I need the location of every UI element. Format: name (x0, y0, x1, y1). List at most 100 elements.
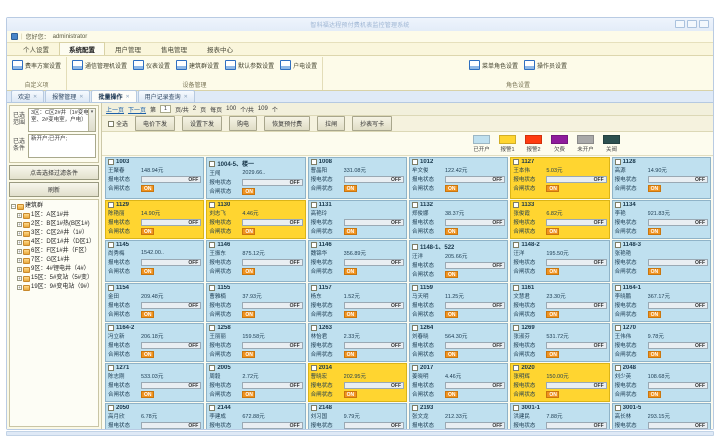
expand-icon[interactable]: + (17, 285, 22, 290)
card-checkbox[interactable] (614, 325, 621, 331)
card-checkbox[interactable] (614, 242, 621, 248)
meter-card[interactable]: 1264 刘春晓 564.30元 报电状态 OFF 合闸状态 ON (409, 323, 509, 362)
card-grid-scroll[interactable]: 1003 王聚春 148.94元 报电状态 OFF 合闸状态 ON 1004-5、楼一 王闯 20… (102, 156, 713, 429)
menu-tab-personal[interactable]: 个人设置 (23, 47, 49, 54)
ribbon-button-default-params[interactable]: 默认参数设置 (223, 59, 276, 71)
ribbon-button-comm-manager[interactable]: 通信管理机设置 (70, 59, 129, 71)
tree-node-4[interactable]: +6区：F区1#井（F区） (11, 247, 97, 256)
card-checkbox[interactable] (310, 365, 317, 371)
tree-node-5[interactable]: +7区：G区1#井 (11, 256, 97, 265)
meter-card[interactable]: 2005 周毅 2.72元 报电状态 OFF 合闸状态 ON (206, 363, 306, 402)
menu-tabs[interactable]: 个人设置 系统配置 用户管理 售电管理 报表中心 (7, 42, 713, 56)
expand-icon[interactable]: + (17, 240, 22, 245)
doc-tab-batch-ops[interactable]: 批量操作 ✕ (91, 90, 137, 102)
card-checkbox[interactable] (412, 285, 418, 291)
card-checkbox[interactable] (412, 159, 418, 165)
card-checkbox[interactable] (209, 405, 216, 411)
menu-tab-sales[interactable]: 售电管理 (161, 47, 187, 54)
card-checkbox[interactable] (412, 202, 418, 208)
meter-card[interactable]: 1129 陈艳丽 14.90元 报电状态 OFF 合闸状态 ON (105, 200, 205, 239)
meter-card[interactable]: 1258 王丽丽 159.58元 报电状态 OFF 合闸状态 ON (206, 323, 306, 362)
close-icon[interactable]: ✕ (125, 93, 130, 100)
condition-value[interactable]: 新开户;已开户; (28, 134, 96, 158)
meter-card[interactable]: 1159 马天明 11.25元 报电状态 OFF 合闸状态 ON (409, 283, 509, 322)
card-checkbox[interactable] (513, 285, 520, 291)
meter-card[interactable]: 1161 文慧君 23.30元 报电状态 OFF 合闸状态 ON (510, 283, 610, 322)
doc-tab-user-records[interactable]: 用户记录查询 ✕ (137, 90, 195, 102)
meter-card[interactable]: 2017 姜晓明 4.46元 报电状态 OFF 合闸状态 ON (409, 363, 509, 402)
op-button-send-settings[interactable]: 设置下发 (182, 116, 223, 131)
card-checkbox[interactable] (513, 365, 520, 371)
card-checkbox[interactable] (209, 365, 216, 371)
close-icon[interactable]: ✕ (183, 93, 188, 100)
op-button-trip-switch[interactable]: 拉闸 (317, 116, 346, 131)
expand-icon[interactable]: + (17, 249, 22, 254)
meter-card[interactable]: 1012 牟文俊 122.42元 报电状态 OFF 合闸状态 ON (409, 157, 509, 199)
meter-card[interactable]: 1164-2 冯立新 206.18元 报电状态 OFF 合闸状态 ON (105, 323, 205, 362)
ribbon-button-meter[interactable]: 仪表设置 (131, 59, 172, 71)
meter-card[interactable]: 2020 张明辉 150.00元 报电状态 OFF 合闸状态 ON (510, 363, 610, 402)
card-checkbox[interactable] (310, 285, 317, 291)
card-checkbox[interactable] (513, 159, 520, 165)
maximize-icon[interactable] (687, 20, 697, 28)
document-tabs[interactable]: 欢迎 ✕ 报警管理 ✕ 批量操作 ✕ 用户记录查询 ✕ (7, 90, 713, 103)
meter-card[interactable]: 2048 刘少英 108.68元 报电状态 OFF 合闸状态 ON (611, 363, 711, 402)
meter-card[interactable]: 1154 金田 209.48元 报电状态 OFF 合闸状态 ON (105, 283, 205, 322)
expand-icon[interactable]: + (17, 267, 22, 272)
card-checkbox[interactable] (412, 243, 418, 250)
tree-node-6[interactable]: +9区：4#锂电井（4#） (11, 265, 97, 274)
card-checkbox[interactable] (310, 242, 317, 248)
meter-card[interactable]: 2014 曹晓宏 202.95元 报电状态 OFF 合闸状态 ON (307, 363, 407, 402)
tree-node-7[interactable]: +15区：5#变站（5#变） (11, 274, 97, 283)
ribbon-button-operators[interactable]: 操作员设置 (522, 59, 569, 71)
meter-card[interactable]: 1008 曹晶阳 331.08元 报电状态 OFF 合闸状态 ON (307, 157, 407, 199)
menu-tab-users[interactable]: 用户管理 (115, 47, 141, 54)
card-checkbox[interactable] (310, 159, 317, 165)
card-checkbox[interactable] (108, 325, 114, 331)
menu-tab-system[interactable]: 系统配置 (59, 42, 105, 55)
card-checkbox[interactable] (614, 405, 621, 411)
meter-card[interactable]: 1132 郑俊娜 38.37元 报电状态 OFF 合闸状态 ON (409, 200, 509, 239)
refresh-button[interactable]: 刷新 (9, 182, 99, 197)
page-current-input[interactable]: 1 (160, 105, 172, 113)
ribbon-button-building[interactable]: 建筑群设置 (174, 59, 221, 71)
expand-icon[interactable]: + (17, 222, 22, 227)
tree-root-node[interactable]: − 建筑群 (11, 202, 97, 211)
card-checkbox[interactable] (310, 325, 317, 331)
prev-page-link[interactable]: 上一页 (106, 107, 125, 114)
meter-card[interactable]: 1127 王本伟 5.03元 报电状态 OFF 合闸状态 ON (510, 157, 610, 199)
card-checkbox[interactable] (614, 159, 621, 165)
tree-node-8[interactable]: +19区：9#变电站（9#） (11, 283, 97, 292)
meter-card[interactable]: 1164-1 李晓鹏 367.17元 报电状态 OFF 合闸状态 ON (611, 283, 711, 322)
card-checkbox[interactable] (209, 325, 216, 331)
meter-card[interactable]: 1270 王伟伟 9.78元 报电状态 OFF 合闸状态 ON (611, 323, 711, 362)
tree-node-0[interactable]: +1区：A区1#井 (11, 211, 97, 220)
tree-node-2[interactable]: +3区：C区2#井（1#） (11, 229, 97, 238)
meter-card[interactable]: 1148-2 汪洋 195.50元 报电状态 OFF 合闸状态 ON (510, 240, 610, 282)
meter-card[interactable]: 1134 李艳 921.83元 报电状态 OFF 合闸状态 ON (611, 200, 711, 239)
meter-card[interactable]: 1146 王振东 875.12元 报电状态 OFF 合闸状态 ON (206, 240, 306, 282)
card-checkbox[interactable] (513, 325, 520, 331)
doc-tab-welcome[interactable]: 欢迎 ✕ (11, 90, 45, 102)
card-checkbox[interactable] (209, 242, 216, 248)
doc-tab-alarm[interactable]: 报警管理 ✕ (45, 90, 91, 102)
card-checkbox[interactable] (614, 365, 621, 371)
tree-node-3[interactable]: +4区：D区1#井（D区1） (11, 238, 97, 247)
next-page-link[interactable]: 下一页 (128, 107, 147, 114)
expand-icon[interactable]: + (17, 213, 22, 218)
meter-card[interactable]: 1003 王聚春 148.94元 报电状态 OFF 合闸状态 ON (105, 157, 205, 199)
meter-card[interactable]: 1128 高源 14.90元 报电状态 OFF 合闸状态 ON (611, 157, 711, 199)
minimize-icon[interactable] (675, 20, 685, 28)
window-controls[interactable] (675, 20, 709, 28)
card-checkbox[interactable] (412, 325, 418, 331)
expand-icon[interactable]: − (11, 204, 16, 209)
meter-card[interactable]: 1133 张俊霞 6.82元 报电状态 OFF 合闸状态 ON (510, 200, 610, 239)
close-icon[interactable]: ✕ (79, 93, 84, 100)
card-checkbox[interactable] (513, 405, 520, 411)
meter-card[interactable]: 1157 杨东 1.52元 报电状态 OFF 合闸状态 ON (307, 283, 407, 322)
expand-icon[interactable]: + (17, 231, 22, 236)
expand-icon[interactable]: + (17, 276, 22, 281)
meter-card[interactable]: 1148-1、522 汪洋 205.66元 报电状态 OFF 合闸状态 ON (409, 240, 509, 282)
card-checkbox[interactable] (310, 202, 317, 208)
